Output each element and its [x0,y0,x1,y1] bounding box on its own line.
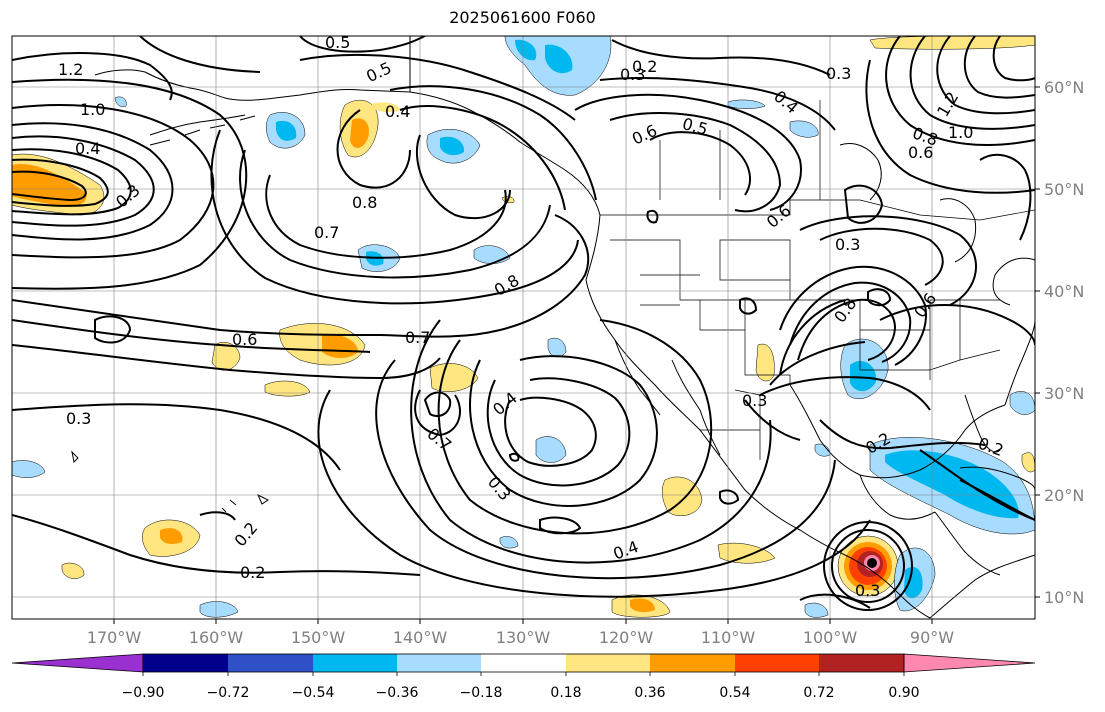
contour-label: 0.6 [908,143,933,162]
colorbar-under-arrow [11,653,144,673]
lat-label-60n: 60°N [1044,78,1084,97]
colorbar-segment [566,654,650,672]
contour-label: 0.3 [855,581,880,600]
contour-label: 1.0 [80,100,105,119]
lat-label-50n: 50°N [1044,180,1084,199]
colorbar-tick-label: −0.72 [207,685,250,701]
contour-label: 0.7 [405,328,430,347]
contour-label: 0.8 [352,193,377,212]
lat-label-10n: 10°N [1044,588,1084,607]
contour-label: 0.3 [742,391,767,410]
latitude-labels: 60°N 50°N 40°N 30°N 20°N 10°N [1044,78,1084,607]
contour-label: 0.4 [385,102,410,121]
contour-label: 0.3 [620,65,645,84]
shaded-fills [12,36,1035,618]
lon-label-120w: 120°W [599,628,654,647]
contour-label: 1.0 [948,123,973,142]
colorbar-segment [228,654,313,672]
graticule [12,36,1035,619]
map-panel: 1.2 1.0 0.5 0.5 0.4 0.2 0.3 0.3 0.4 0.6 … [12,33,1035,619]
lon-label-100w: 100°W [803,628,858,647]
contour-label: 0.2 [632,57,657,76]
colorbar-tick-label: 0.36 [634,685,665,701]
colorbar-tick-label: −0.54 [292,685,335,701]
map-title: 2025061600 F060 [449,8,596,27]
lon-label-90w: 90°W [910,628,954,647]
colorbar-tick-label: 0.72 [803,685,834,701]
lon-label-140w: 140°W [393,628,448,647]
colorbar-tick-label: −0.90 [122,685,165,701]
contour-label: 0.4 [75,139,100,158]
coastlines [71,36,1035,619]
lon-label-110w: 110°W [701,628,756,647]
lat-label-30n: 30°N [1044,384,1084,403]
colorbar-tick-label: 0.18 [550,685,581,701]
colorbar-segment [650,654,735,672]
lon-label-170w: 170°W [87,628,142,647]
lon-label-150w: 150°W [291,628,346,647]
contour-label: 0.3 [826,64,851,83]
colorbar-segment [735,654,819,672]
colorbar-tick-label: 0.90 [888,685,919,701]
colorbar-segment [313,654,397,672]
contour-lines [12,36,1035,611]
colorbar: −0.90 −0.72 −0.54 −0.36 −0.18 0.18 0.36 … [11,653,1036,701]
political-borders [600,100,1035,460]
contour-label: 0.6 [232,330,257,349]
contour-label: 1.2 [58,60,83,79]
colorbar-tick-label: −0.36 [376,685,419,701]
axis-ticks [113,86,1040,624]
colorbar-segment [143,654,228,672]
contour-label: 0.3 [66,409,91,428]
colorbar-segment [819,654,904,672]
contour-label: 0.2 [240,563,265,582]
lon-label-160w: 160°W [189,628,244,647]
colorbar-tick-label: −0.18 [460,685,503,701]
lat-label-20n: 20°N [1044,486,1084,505]
contour-label: 0.7 [314,223,339,242]
colorbar-segment [481,654,566,672]
lat-label-40n: 40°N [1044,282,1084,301]
colorbar-over-arrow [903,653,1036,673]
longitude-labels: 170°W 160°W 150°W 140°W 130°W 120°W 110°… [87,628,954,647]
colorbar-segment [397,654,481,672]
contour-label: 0.3 [835,235,860,254]
colorbar-tick-label: 0.54 [719,685,750,701]
lon-label-130w: 130°W [496,628,551,647]
contour-label: 0.5 [325,33,350,52]
